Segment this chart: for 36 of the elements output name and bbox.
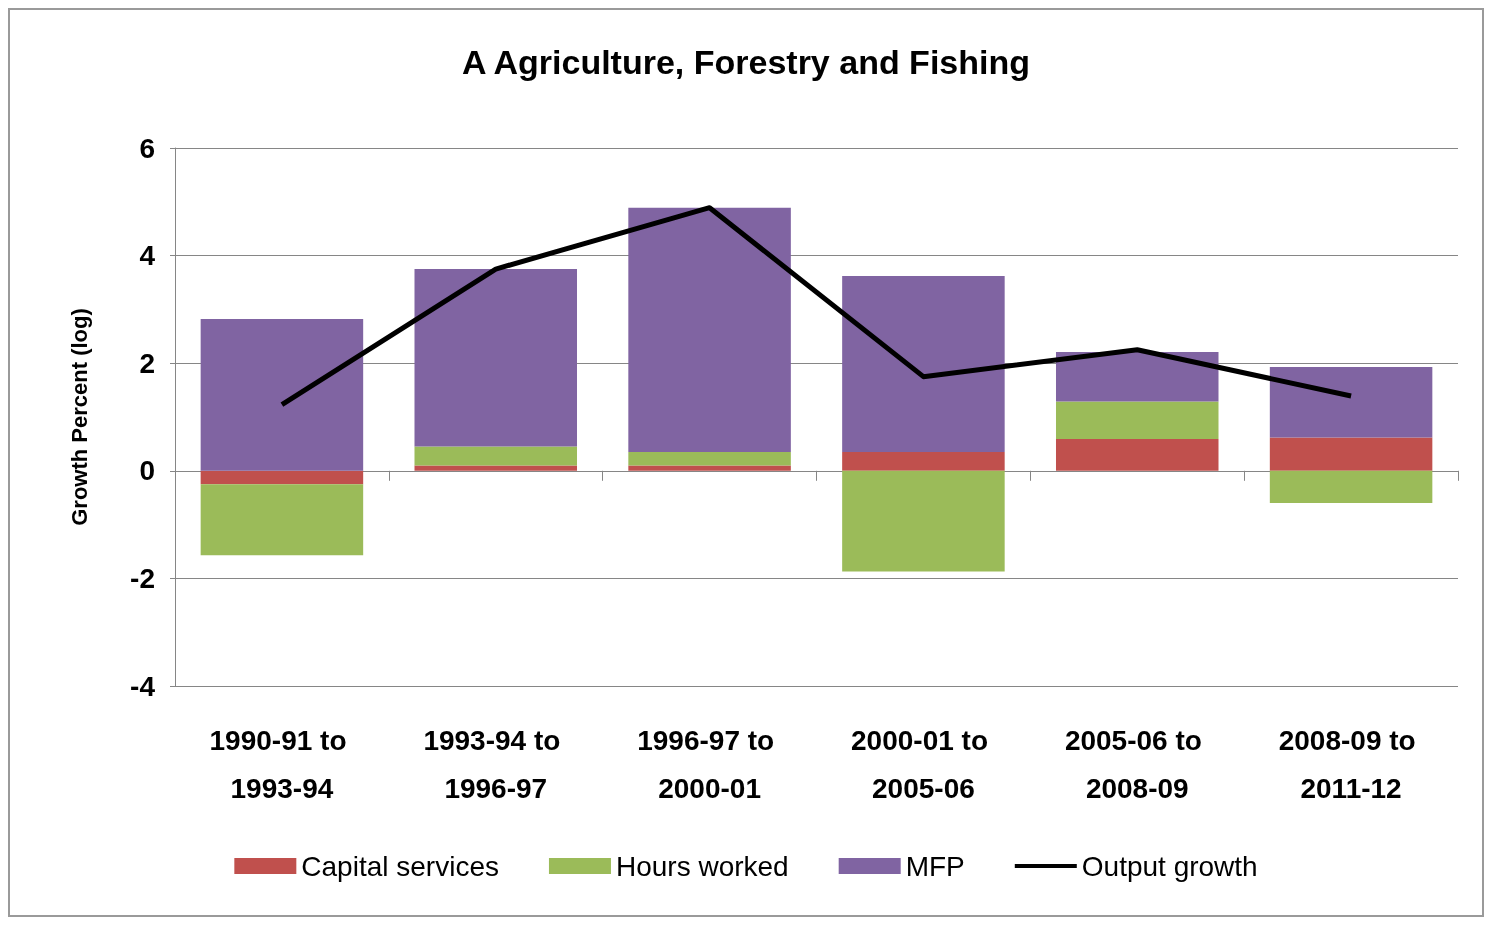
y-tick-label: -4: [130, 670, 156, 702]
bar: [1055, 439, 1219, 471]
bar: [200, 470, 364, 485]
bar: [628, 207, 791, 452]
x-tick-label: 2008-09 to 2011-12: [1278, 724, 1424, 804]
legend-label: Output growth: [1081, 850, 1258, 882]
legend-label: Capital services: [301, 850, 499, 882]
bar: [842, 276, 1005, 452]
bar: [1269, 366, 1433, 438]
y-tick-label: 0: [139, 455, 155, 487]
legend-label: MFP: [905, 850, 965, 882]
y-tick-label: 4: [139, 240, 156, 272]
legend-label: Hours worked: [615, 850, 789, 882]
bar: [1055, 401, 1219, 440]
bar: [842, 470, 1005, 572]
chart-title: A Agriculture, Forestry and Fishing: [462, 43, 1030, 81]
bar: [414, 446, 578, 466]
x-tick-label: 1996-97 to 2000-01: [637, 724, 782, 804]
x-tick-label: 1993-94 to 1996-97: [423, 724, 569, 804]
y-tick-label: 6: [139, 132, 155, 164]
bar: [842, 451, 1005, 471]
bar: [628, 465, 791, 471]
bar: [200, 484, 364, 556]
y-axis-title: Growth Percent (log): [66, 308, 92, 526]
bar: [414, 465, 578, 471]
bar: [628, 451, 791, 466]
x-tick-label: 1990-91 to 1993-94: [209, 724, 355, 804]
bar: [200, 319, 364, 471]
y-tick-label: 2: [139, 347, 155, 379]
x-tick-label: 2000-01 to 2005-06: [851, 724, 996, 804]
bar: [414, 269, 578, 447]
x-tick-label: 2005-06 to 2008-09: [1064, 724, 1210, 804]
y-tick-label: -2: [130, 562, 155, 594]
bar: [1269, 437, 1433, 471]
bar: [1055, 351, 1219, 402]
bar: [1269, 470, 1433, 504]
